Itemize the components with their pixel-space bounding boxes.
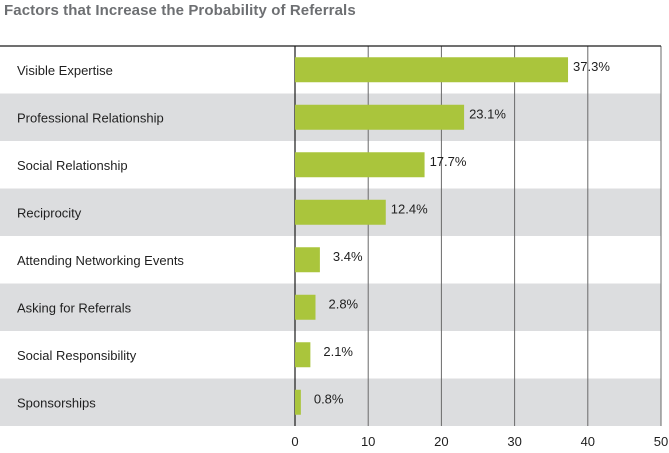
bar [295,152,425,178]
data-label: 37.3% [573,59,610,74]
row-band [0,283,661,331]
bar [295,104,465,130]
category-label: Sponsorships [17,395,96,410]
bar [295,389,301,415]
bars [295,57,569,415]
x-tick-label: 0 [291,434,298,449]
data-label: 2.1% [323,344,353,359]
data-label: 12.4% [391,201,428,216]
data-label: 0.8% [314,391,344,406]
category-labels: Visible Expertise Professional Relationsh… [17,63,184,411]
x-tick-label: 30 [507,434,521,449]
category-label: Asking for Referrals [17,300,132,315]
data-label: 23.1% [469,106,506,121]
category-label: Reciprocity [17,205,82,220]
x-tick-labels: 0 10 20 30 40 50 [291,434,668,449]
bar [295,294,316,320]
category-label: Visible Expertise [17,63,113,78]
x-tick-label: 20 [434,434,448,449]
x-tick-label: 10 [361,434,375,449]
bar [295,342,311,368]
bar [295,247,320,273]
row-band [0,378,661,426]
value-labels: 37.3% 23.1% 17.7% 12.4% 3.4% 2.8% 2.1% 0.8% [314,59,610,407]
chart-title: Factors that Increase the Probability of… [4,2,356,19]
category-label: Attending Networking Events [17,253,184,268]
row-bands [0,93,661,426]
x-tick-label: 50 [654,434,668,449]
bar [295,199,386,225]
data-label: 17.7% [430,154,467,169]
category-label: Social Relationship [17,158,128,173]
category-label: Social Responsibility [17,348,137,363]
bar [295,57,569,83]
x-tick-label: 40 [581,434,595,449]
data-label: 3.4% [333,249,363,264]
category-label: Professional Relationship [17,110,164,125]
data-label: 2.8% [328,296,358,311]
